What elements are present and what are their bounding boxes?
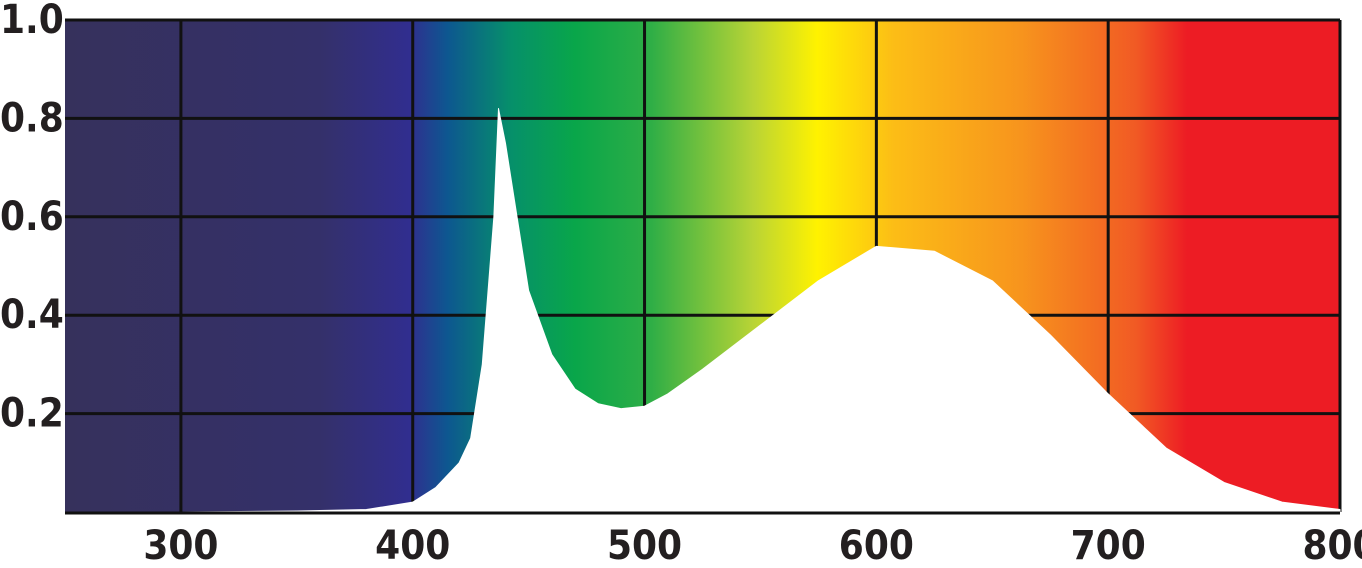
x-tick-label: 700 <box>1071 523 1146 568</box>
marks <box>64 108 1341 515</box>
x-tick-label: 500 <box>607 523 682 568</box>
y-tick-label: 0.6 <box>0 194 64 240</box>
y-tick-label: 0.4 <box>0 292 64 338</box>
x-tick-label: 600 <box>839 523 914 568</box>
y-tick-label: 0.2 <box>0 391 64 437</box>
x-tick-label: 800 <box>1302 523 1362 568</box>
x-tick-label: 400 <box>375 523 450 568</box>
y-tick-label: 0.8 <box>0 95 64 141</box>
area <box>64 108 1341 513</box>
y-tick-label: 1.0 <box>0 0 64 43</box>
x-tick-label: 300 <box>143 523 218 568</box>
